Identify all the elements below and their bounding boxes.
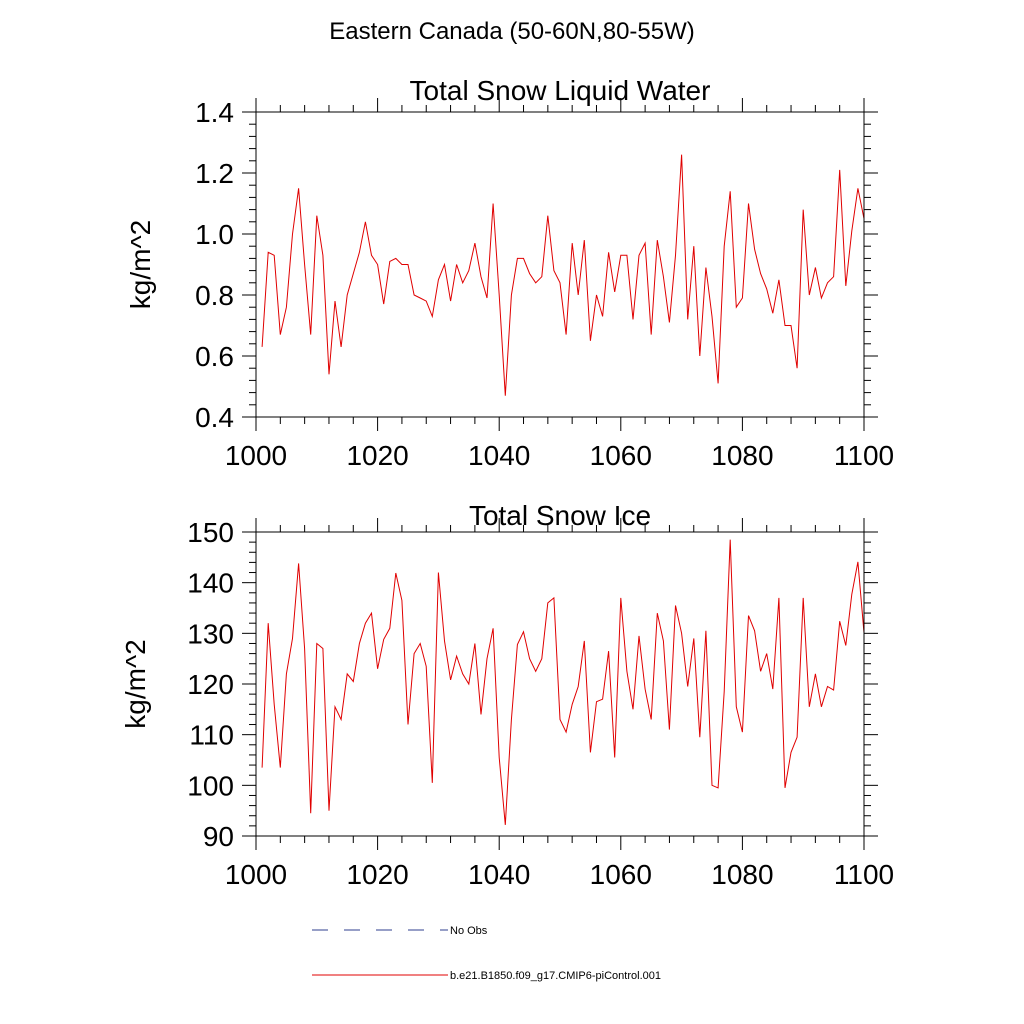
legend-label: No Obs (450, 925, 488, 937)
x-tick-label: 1100 (834, 440, 894, 471)
plot-frame (255, 531, 865, 837)
series-line (261, 539, 865, 825)
chart-title: Total Snow Liquid Water (410, 75, 711, 106)
y-tick-label: 0.6 (195, 341, 234, 372)
chart-snow-liquid-water: Total Snow Liquid Water kg/m^2 0.4 0.6 0.8 1.… (125, 75, 894, 471)
x-tick-label: 1080 (711, 859, 773, 890)
x-tick-label: 1060 (590, 859, 652, 890)
plot-frame (255, 111, 865, 418)
y-axis-label: kg/m^2 (125, 220, 156, 309)
x-tick-label: 1100 (834, 859, 894, 890)
y-tick-label: 1.0 (195, 219, 234, 250)
y-tick-label: 140 (187, 568, 234, 599)
x-tick-label: 1020 (346, 859, 408, 890)
x-tick-label: 1080 (711, 440, 773, 471)
legend-label: b.e21.B1850.f09_g17.CMIP6-piControl.001 (450, 970, 661, 982)
y-tick-label: 130 (187, 618, 234, 649)
y-tick-label: 0.4 (195, 402, 234, 433)
y-tick-label: 1.2 (195, 158, 234, 189)
y-tick-label: 120 (187, 669, 234, 700)
y-axis-label: kg/m^2 (120, 639, 151, 728)
series-line (261, 154, 865, 396)
chart-snow-ice: Total Snow Ice kg/m^2 90 100 110 120 130 140 150… (120, 500, 894, 890)
x-tick-label: 1060 (590, 440, 652, 471)
x-tick-label: 1000 (225, 859, 287, 890)
y-tick-label: 150 (187, 517, 234, 548)
x-tick-label: 1020 (346, 440, 408, 471)
page-title: Eastern Canada (50-60N,80-55W) (329, 18, 695, 45)
y-tick-label: 1.4 (195, 97, 234, 128)
y-tick-label: 100 (187, 770, 234, 801)
x-tick-label: 1040 (468, 440, 530, 471)
y-tick-label: 90 (203, 821, 234, 852)
y-tick-label: 110 (189, 720, 234, 751)
legend: No Obs b.e21.B1850.f09_g17.CMIP6-piContro… (312, 925, 661, 982)
x-tick-label: 1040 (468, 859, 530, 890)
x-tick-label: 1000 (225, 440, 287, 471)
chart-title: Total Snow Ice (469, 500, 651, 531)
y-tick-label: 0.8 (195, 280, 234, 311)
